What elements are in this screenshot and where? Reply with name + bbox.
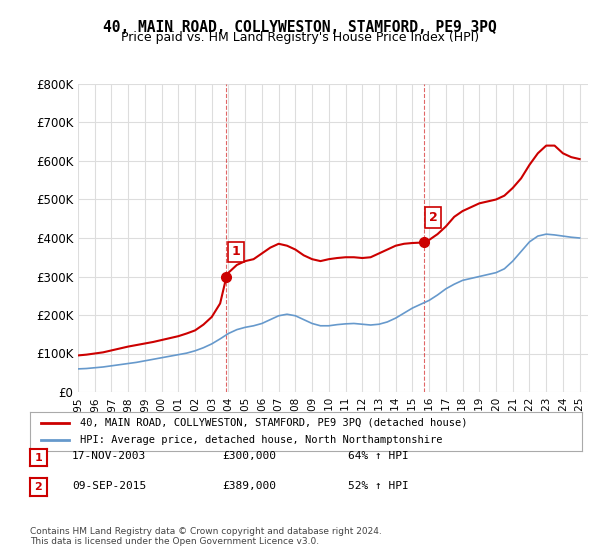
Text: Contains HM Land Registry data © Crown copyright and database right 2024.
This d: Contains HM Land Registry data © Crown c…	[30, 526, 382, 546]
Text: 2: 2	[429, 211, 438, 224]
Text: Price paid vs. HM Land Registry's House Price Index (HPI): Price paid vs. HM Land Registry's House …	[121, 31, 479, 44]
Text: 40, MAIN ROAD, COLLYWESTON, STAMFORD, PE9 3PQ (detached house): 40, MAIN ROAD, COLLYWESTON, STAMFORD, PE…	[80, 418, 467, 428]
Text: 1: 1	[35, 452, 42, 463]
Text: 17-NOV-2003: 17-NOV-2003	[72, 451, 146, 461]
Text: 2: 2	[35, 482, 42, 492]
Text: 64% ↑ HPI: 64% ↑ HPI	[348, 451, 409, 461]
Text: HPI: Average price, detached house, North Northamptonshire: HPI: Average price, detached house, Nort…	[80, 435, 442, 445]
Text: £300,000: £300,000	[222, 451, 276, 461]
Text: 52% ↑ HPI: 52% ↑ HPI	[348, 480, 409, 491]
Text: 09-SEP-2015: 09-SEP-2015	[72, 480, 146, 491]
Text: £389,000: £389,000	[222, 480, 276, 491]
Text: 1: 1	[232, 245, 240, 258]
Text: 40, MAIN ROAD, COLLYWESTON, STAMFORD, PE9 3PQ: 40, MAIN ROAD, COLLYWESTON, STAMFORD, PE…	[103, 20, 497, 35]
